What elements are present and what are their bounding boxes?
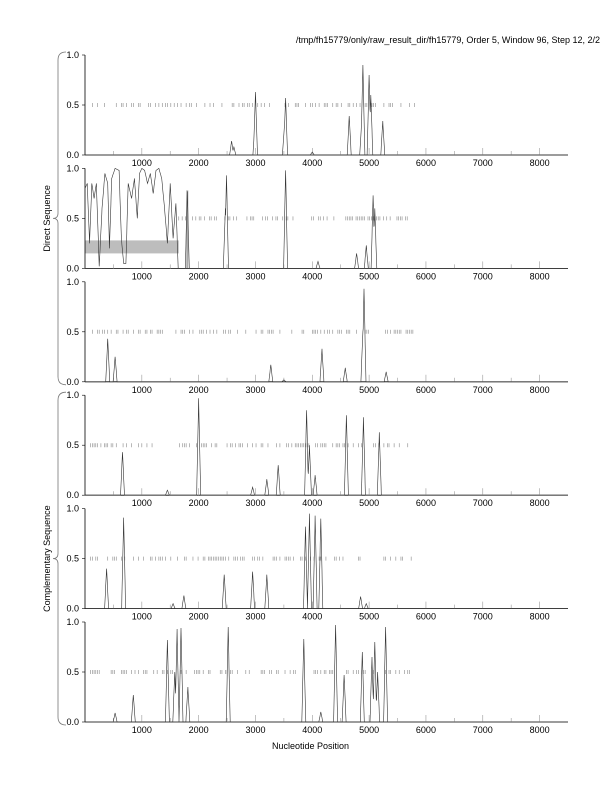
group-complementary: Complementary Sequence <box>42 391 67 726</box>
group-label: Direct Sequence <box>42 185 52 252</box>
y-tick-label: 0.5 <box>66 100 79 110</box>
group-label: Complementary Sequence <box>42 505 52 612</box>
score-line <box>85 398 568 496</box>
y-tick-label: 0.5 <box>66 327 79 337</box>
y-tick-label: 0.0 <box>66 490 79 500</box>
y-tick-label: 0.5 <box>66 440 79 450</box>
score-line <box>85 624 568 723</box>
x-tick-label: 3000 <box>245 158 265 168</box>
x-tick-label: 4000 <box>302 385 322 395</box>
x-tick-label: 6000 <box>416 271 436 281</box>
x-tick-label: 3000 <box>245 498 265 508</box>
panel-complementary-frame-3: 0.0 0.5 1.0 1000 2000 3000 4000 5000 6000 7000 800… <box>66 617 568 735</box>
group-brace <box>52 391 67 726</box>
x-tick-label: 1000 <box>132 271 152 281</box>
x-tick-label: 6000 <box>416 158 436 168</box>
y-tick-label: 0.0 <box>66 717 79 727</box>
y-tick-label: 0.0 <box>66 377 79 387</box>
score-line <box>85 513 568 609</box>
x-tick-label: 5000 <box>359 385 379 395</box>
group-brace <box>52 51 67 386</box>
x-tick-label: 5000 <box>359 612 379 622</box>
x-tick-label: 8000 <box>530 498 550 508</box>
x-tick-label: 5000 <box>359 158 379 168</box>
x-tick-label: 6000 <box>416 385 436 395</box>
x-tick-label: 2000 <box>189 385 209 395</box>
x-tick-label: 1000 <box>132 158 152 168</box>
x-tick-label: 4000 <box>302 271 322 281</box>
x-tick-label: 3000 <box>245 271 265 281</box>
x-tick-label: 8000 <box>530 158 550 168</box>
x-tick-label: 2000 <box>189 725 209 735</box>
panel-direct-frame-2: 0.0 0.5 1.0 1000 2000 3000 4000 5000 6000 7000 800… <box>66 163 568 281</box>
x-tick-label: 2000 <box>189 271 209 281</box>
x-tick-label: 8000 <box>530 725 550 735</box>
x-tick-label: 6000 <box>416 725 436 735</box>
score-line <box>85 288 568 383</box>
x-tick-label: 1000 <box>132 498 152 508</box>
score-line <box>84 167 568 269</box>
y-tick-label: 1.0 <box>66 617 79 627</box>
x-tick-label: 2000 <box>189 612 209 622</box>
y-tick-label: 1.0 <box>66 390 79 400</box>
x-tick-label: 5000 <box>359 725 379 735</box>
group-direct: Direct Sequence <box>42 51 67 386</box>
x-tick-label: 7000 <box>473 271 493 281</box>
x-tick-label: 5000 <box>359 498 379 508</box>
highlight-box <box>85 240 179 254</box>
y-tick-label: 0.0 <box>66 263 79 273</box>
x-tick-label: 4000 <box>302 612 322 622</box>
x-tick-label: 1000 <box>132 612 152 622</box>
panel-complementary-frame-1: 0.0 0.5 1.0 1000 2000 3000 4000 5000 6000 7000 800… <box>66 390 568 508</box>
x-tick-label: 1000 <box>132 385 152 395</box>
x-tick-label: 8000 <box>530 385 550 395</box>
y-tick-label: 0.0 <box>66 150 79 160</box>
panel-direct-frame-1: 0.0 0.5 1.0 1000 2000 3000 4000 5000 6000 7000 800… <box>66 50 568 168</box>
x-tick-label: 8000 <box>530 271 550 281</box>
x-tick-label: 7000 <box>473 612 493 622</box>
panel-complementary-frame-2: 0.0 0.5 1.0 1000 2000 3000 4000 5000 6000 7000 800… <box>66 504 568 622</box>
x-tick-label: 7000 <box>473 385 493 395</box>
x-tick-label: 7000 <box>473 725 493 735</box>
panel-direct-frame-3: 0.0 0.5 1.0 1000 2000 3000 4000 5000 6000 7000 800… <box>66 277 568 395</box>
x-tick-label: 1000 <box>132 725 152 735</box>
x-tick-label: 4000 <box>302 725 322 735</box>
y-tick-label: 0.5 <box>66 667 79 677</box>
y-tick-label: 0.5 <box>66 554 79 564</box>
x-tick-label: 4000 <box>302 498 322 508</box>
x-axis-label: Nucleotide Position <box>272 741 349 751</box>
y-tick-label: 1.0 <box>66 504 79 514</box>
x-tick-label: 3000 <box>245 385 265 395</box>
x-tick-label: 3000 <box>245 612 265 622</box>
score-line <box>85 64 568 156</box>
x-tick-label: 7000 <box>473 498 493 508</box>
x-tick-label: 3000 <box>245 725 265 735</box>
x-tick-label: 5000 <box>359 271 379 281</box>
x-tick-label: 4000 <box>302 158 322 168</box>
x-tick-label: 7000 <box>473 158 493 168</box>
x-tick-label: 2000 <box>189 158 209 168</box>
y-tick-label: 0.0 <box>66 604 79 614</box>
x-tick-label: 6000 <box>416 498 436 508</box>
chart-title: /tmp/fh15779/only/raw_result_dir/fh15779… <box>295 35 600 45</box>
x-tick-label: 6000 <box>416 612 436 622</box>
y-tick-label: 0.5 <box>66 213 79 223</box>
x-tick-label: 8000 <box>530 612 550 622</box>
y-tick-label: 1.0 <box>66 163 79 173</box>
y-tick-label: 1.0 <box>66 277 79 287</box>
y-tick-label: 1.0 <box>66 50 79 60</box>
x-tick-label: 2000 <box>189 498 209 508</box>
